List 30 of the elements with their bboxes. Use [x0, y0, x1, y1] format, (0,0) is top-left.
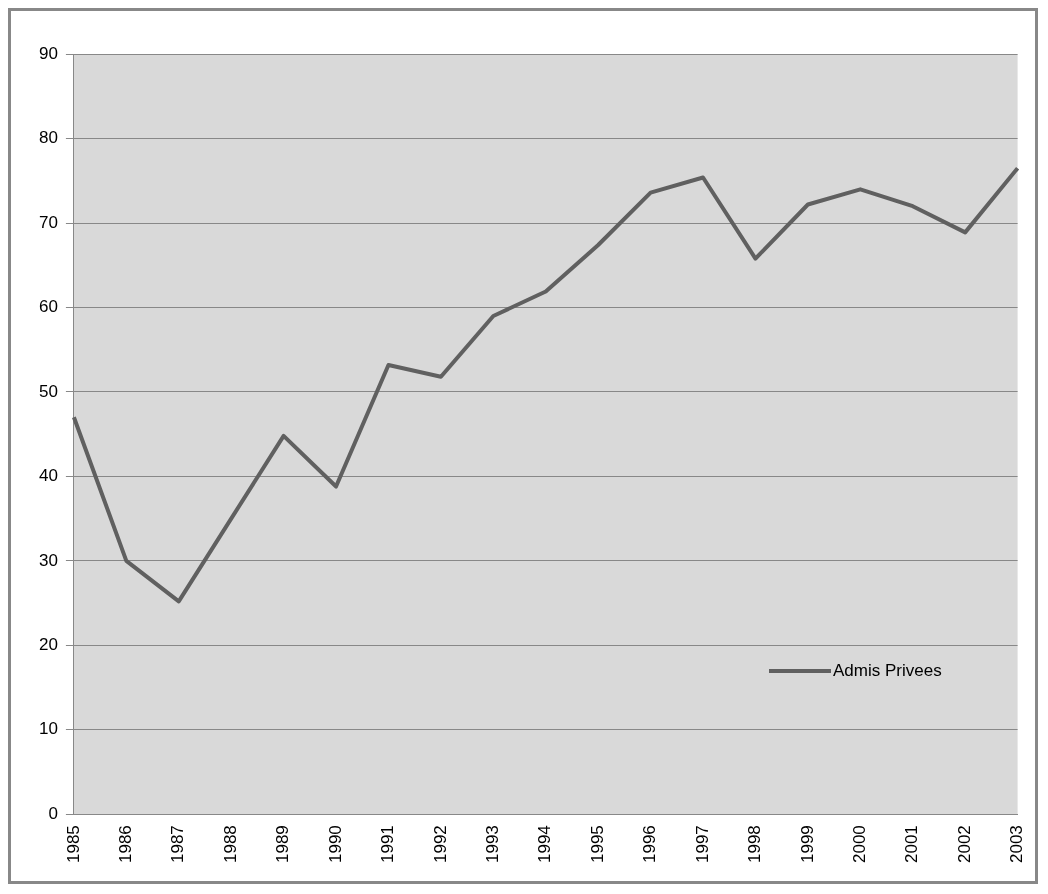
x-tick-label: 2003	[1007, 825, 1027, 864]
x-tick-label: 1997	[692, 825, 712, 864]
y-tick-label: 0	[48, 803, 58, 823]
y-tick-label: 50	[38, 381, 58, 401]
x-tick-label: 1994	[535, 825, 555, 864]
y-tick-label: 90	[38, 43, 58, 63]
x-tick-label: 1996	[640, 825, 660, 864]
x-tick-label: 1990	[325, 825, 345, 864]
y-tick-label: 80	[38, 128, 58, 148]
x-tick-label: 1995	[587, 825, 607, 864]
x-tick-label: 1986	[116, 825, 136, 864]
x-tick-label: 2002	[954, 825, 974, 864]
x-tick-label: 1992	[430, 825, 450, 864]
x-tick-label: 2001	[902, 825, 922, 864]
legend-label: Admis Privees	[833, 661, 942, 681]
y-tick-label: 40	[38, 466, 58, 486]
x-tick-label: 1985	[63, 825, 83, 864]
x-tick-label: 2000	[850, 825, 870, 864]
x-tick-label: 1991	[378, 825, 398, 864]
y-tick-label: 70	[38, 212, 58, 232]
x-tick-label: 1987	[168, 825, 188, 864]
y-tick-label: 10	[38, 719, 58, 739]
x-tick-label: 1989	[273, 825, 293, 864]
x-tick-label: 1999	[797, 825, 817, 864]
x-tick-label: 1988	[220, 825, 240, 864]
x-tick-label: 1993	[483, 825, 503, 864]
y-tick-label: 60	[38, 297, 58, 317]
y-tick-label: 30	[38, 550, 58, 570]
y-tick-label: 20	[38, 634, 58, 654]
x-tick-label: 1998	[745, 825, 765, 864]
